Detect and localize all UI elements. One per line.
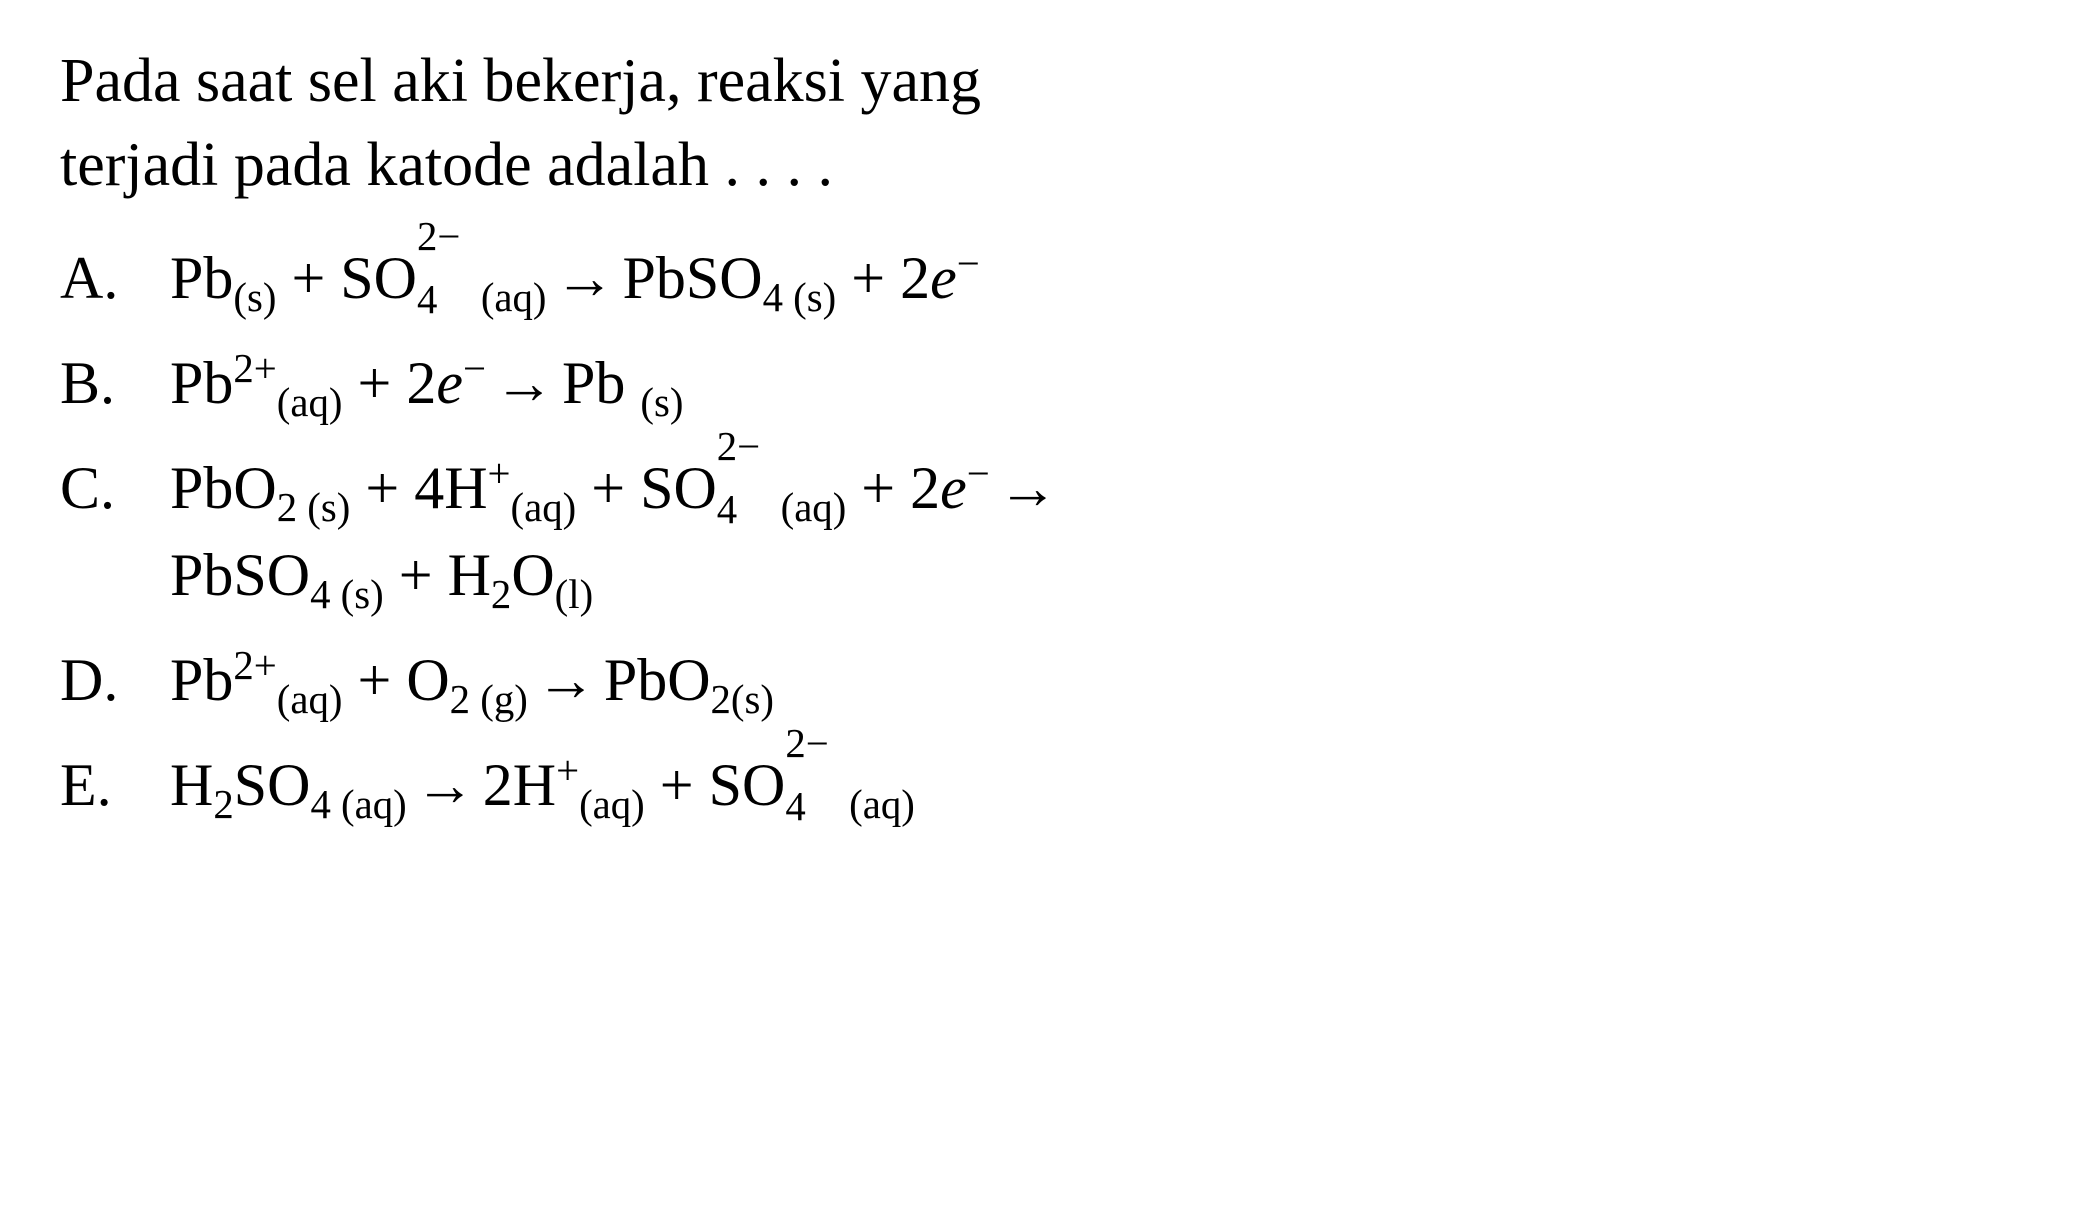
question-text: Pada saat sel aki bekerja, reaksi yang t…: [60, 40, 2020, 207]
option-a: A. Pb(s) + SO42−2−(aq)→PbSO4 (s) + 2e−: [60, 235, 2020, 322]
question-line-2: terjadi pada katode adalah . . . .: [60, 131, 833, 199]
option-e-formula: H2SO4 (aq)→2H+(aq) + SO42−2−(aq): [170, 742, 2020, 829]
option-d-formula: Pb2+(aq) + O2 (g)→PbO2(s): [170, 637, 2020, 724]
option-c: C. PbO2 (s) + 4H+(aq) + SO42−2−(aq) + 2e…: [60, 445, 2020, 619]
option-c-formula: PbO2 (s) + 4H+(aq) + SO42−2−(aq) + 2e−→ …: [170, 445, 2020, 619]
option-c-line1: PbO2 (s) + 4H+(aq) + SO42−2−(aq) + 2e−→: [170, 445, 2020, 532]
question-line-1: Pada saat sel aki bekerja, reaksi yang: [60, 47, 981, 115]
option-letter: C.: [60, 445, 170, 532]
option-b-formula: Pb2+(aq) + 2e−→Pb (s): [170, 340, 2020, 427]
option-letter: B.: [60, 340, 170, 427]
options-list: A. Pb(s) + SO42−2−(aq)→PbSO4 (s) + 2e− B…: [60, 235, 2020, 829]
option-letter: A.: [60, 235, 170, 322]
option-c-line2: PbSO4 (s) + H2O(l): [170, 532, 2020, 619]
option-a-formula: Pb(s) + SO42−2−(aq)→PbSO4 (s) + 2e−: [170, 235, 2020, 322]
option-b: B. Pb2+(aq) + 2e−→Pb (s): [60, 340, 2020, 427]
option-letter: D.: [60, 637, 170, 724]
option-letter: E.: [60, 742, 170, 829]
option-d: D. Pb2+(aq) + O2 (g)→PbO2(s): [60, 637, 2020, 724]
option-e: E. H2SO4 (aq)→2H+(aq) + SO42−2−(aq): [60, 742, 2020, 829]
